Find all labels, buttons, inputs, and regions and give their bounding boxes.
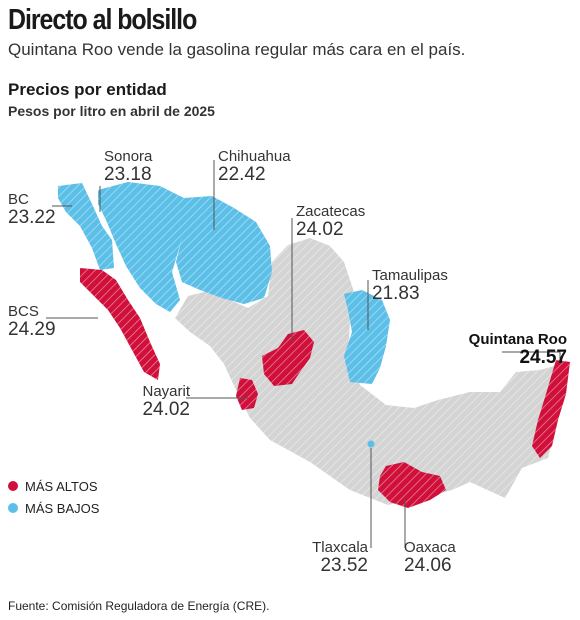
label-sonora-name: Sonora: [104, 148, 153, 165]
legend-high-swatch: [8, 481, 18, 491]
label-quintana-roo-name: Quintana Roo: [468, 331, 567, 348]
label-zacatecas-name: Zacatecas: [296, 203, 366, 220]
section-title: Precios por entidad: [8, 80, 167, 99]
label-bcs: BCS 24.29: [8, 304, 56, 339]
label-bc-name: BC: [8, 191, 29, 208]
label-bcs-price: 24.29: [8, 319, 56, 340]
label-tlaxcala-name: Tlaxcala: [312, 539, 368, 556]
legend-high-label: MÁS ALTOS: [25, 478, 98, 494]
label-tamaulipas-price: 21.83: [372, 283, 420, 304]
label-bc-price: 23.22: [8, 207, 56, 228]
label-chihuahua-price: 22.42: [218, 164, 266, 185]
label-oaxaca-name: Oaxaca: [404, 539, 456, 556]
label-zacatecas: Zacatecas 24.02: [296, 204, 365, 239]
label-nayarit-name: Nayarit: [142, 383, 190, 400]
label-chihuahua-name: Chihuahua: [218, 148, 291, 165]
section-subtitle: Pesos por litro en abril de 2025: [8, 103, 215, 119]
label-oaxaca: Oaxaca 24.06: [404, 540, 456, 575]
label-zacatecas-price: 24.02: [296, 219, 344, 240]
label-chihuahua: Chihuahua 22.42: [218, 149, 291, 184]
leader-lines: [46, 160, 561, 548]
label-bc: BC 23.22: [8, 192, 56, 227]
page-title: Directo al bolsillo: [8, 4, 197, 36]
label-tamaulipas-name: Tamaulipas: [372, 267, 448, 284]
label-sonora-price: 23.18: [104, 164, 152, 185]
label-tamaulipas: Tamaulipas 21.83: [372, 268, 448, 303]
label-nayarit-price: 24.02: [142, 399, 190, 420]
legend-low-label: MÁS BAJOS: [25, 500, 100, 516]
legend: MÁS ALTOS MÁS BAJOS: [8, 475, 99, 519]
source-note: Fuente: Comisión Reguladora de Energía (…: [8, 599, 270, 613]
label-quintana-roo-price: 24.57: [519, 347, 567, 368]
label-nayarit: Nayarit 24.02: [142, 384, 190, 419]
legend-low-swatch: [8, 503, 18, 513]
page-subtitle: Quintana Roo vende la gasolina regular m…: [8, 40, 466, 59]
label-bcs-name: BCS: [8, 303, 39, 320]
label-tlaxcala-price: 23.52: [320, 555, 368, 576]
state-tlaxcala: [367, 440, 375, 448]
legend-item-low: MÁS BAJOS: [8, 497, 99, 519]
label-sonora: Sonora 23.18: [104, 149, 152, 184]
label-oaxaca-price: 24.06: [404, 555, 452, 576]
label-tlaxcala: Tlaxcala 23.52: [312, 540, 368, 575]
label-quintana-roo: Quintana Roo 24.57: [469, 332, 567, 367]
legend-item-high: MÁS ALTOS: [8, 475, 99, 497]
